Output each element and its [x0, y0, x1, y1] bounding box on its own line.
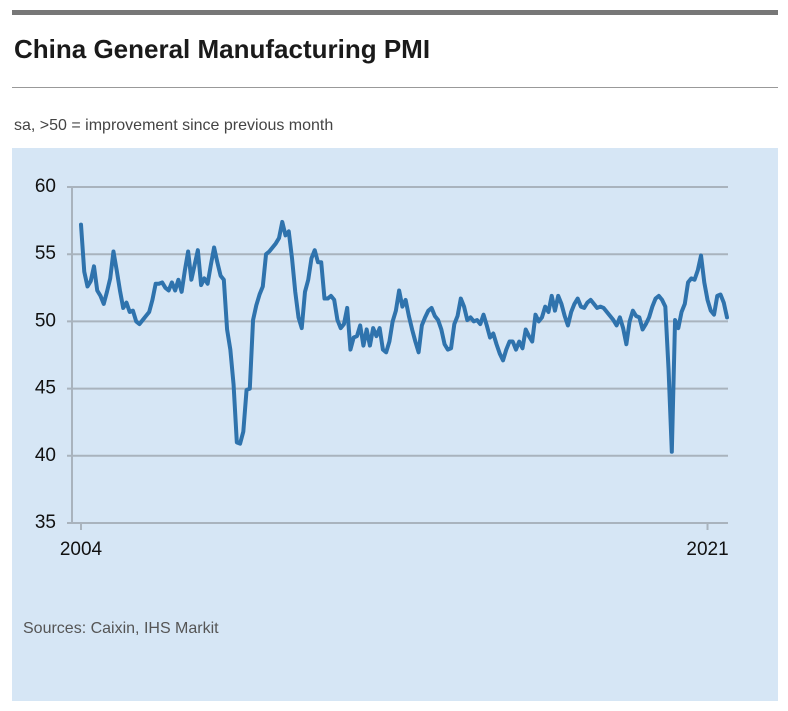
y-tick-label: 50 [35, 310, 56, 331]
data-line [79, 219, 729, 454]
y-tick-label: 60 [35, 176, 56, 197]
x-tick-label: 2004 [60, 539, 103, 560]
y-tick-label: 35 [35, 512, 56, 533]
chart-title: China General Manufacturing PMI [14, 34, 430, 64]
y-tick-label: 45 [35, 378, 56, 399]
x-tick-label: 2021 [686, 539, 728, 560]
y-tick-label: 55 [35, 243, 56, 264]
source-note: Sources: Caixin, IHS Markit [23, 620, 219, 637]
y-tick-label: 40 [35, 445, 56, 466]
top-rule [12, 10, 778, 15]
plot-panel [12, 148, 778, 701]
chart-subtitle: sa, >50 = improvement since previous mon… [14, 117, 333, 134]
